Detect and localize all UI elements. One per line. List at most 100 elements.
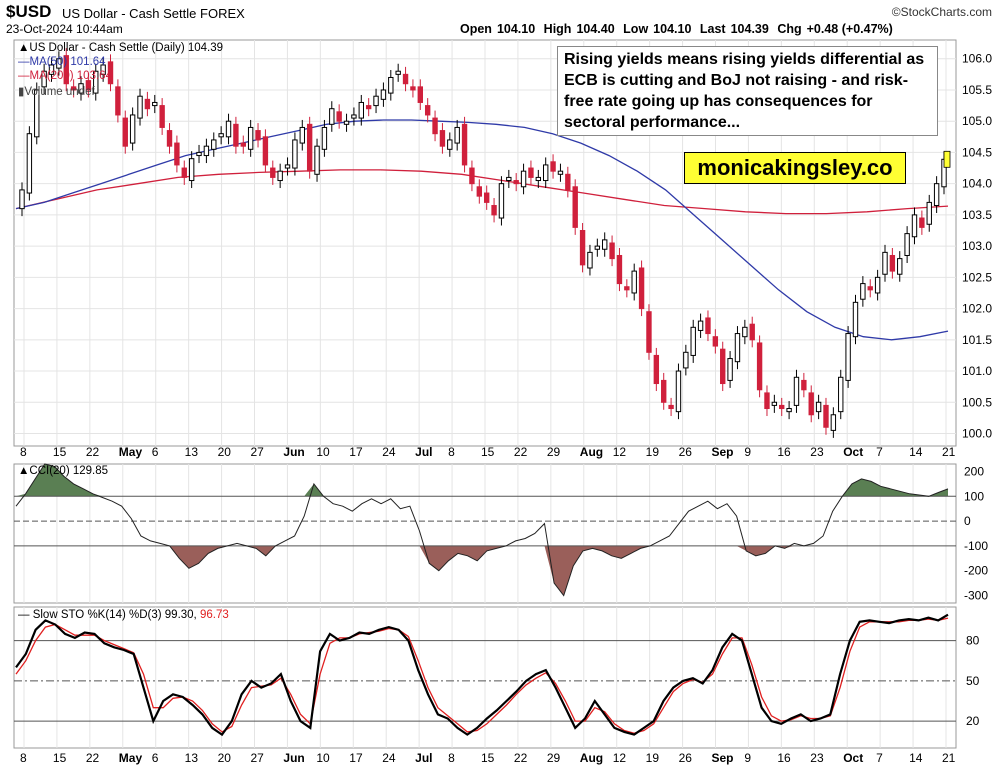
chg-value: +0.48 (+0.47%) [806,22,893,36]
candle-body [550,161,556,172]
candle-body [365,105,372,110]
x-tick-label: May [119,751,143,765]
x-tick-label: 24 [382,751,396,765]
candle-body [919,217,925,228]
candle-body [439,130,446,147]
candle-body [48,64,55,75]
ma200-line [15,169,949,215]
candle-body [587,251,593,269]
candle-body [815,401,822,413]
candle-body [779,404,785,410]
candle-body [491,205,497,216]
price-tick-label: 106.0 [962,52,992,66]
candle-body [78,83,84,94]
candle-body [904,233,910,256]
x-tick-label: 9 [744,445,751,459]
x-tick-label: 12 [613,751,627,765]
x-tick-label: 8 [448,445,455,459]
candle-body [720,348,726,385]
candle-body [756,342,763,391]
x-tick-label: 16 [777,751,791,765]
x-tick-label: 8 [20,445,27,459]
candle-body [520,170,527,188]
candle-body [705,317,711,335]
x-tick-label: 21 [942,445,956,459]
chg-label: Chg [777,22,802,36]
candle-body [402,73,409,85]
candle-body [882,251,888,275]
x-tick-label: 15 [481,751,495,765]
candle-body [579,230,586,266]
cci-tick-label: 200 [964,464,984,478]
candle-body [801,379,807,391]
symbol-name: US Dollar - Cash Settle FOREX [62,6,245,21]
x-tick-label: 20 [218,751,232,765]
candle-body [196,151,202,157]
candle-body [321,126,328,150]
x-tick-label: 29 [547,751,561,765]
candle-body [34,89,40,138]
x-tick-label: 23 [810,751,824,765]
legend-ma200-text: MA(200) 103.64 [29,70,112,82]
open-label: Open [460,22,492,36]
candle-body [93,70,99,94]
candle-body [771,401,778,406]
open-value: 104.10 [496,22,536,36]
x-tick-label: 13 [185,445,199,459]
candle-body [557,170,564,175]
price-tick-label: 102.0 [962,302,992,316]
x-tick-label: 15 [53,751,67,765]
price-tick-label: 101.5 [962,333,992,347]
x-tick-label: Jul [415,445,432,459]
x-tick-label: 12 [613,445,627,459]
candle-body [373,95,379,107]
x-tick-label: Oct [843,445,863,459]
candle-body [889,254,896,272]
candle-body [56,58,62,69]
legend-cci: ▲CCI(20) 129.85 [18,465,109,477]
x-tick-label: 27 [251,751,265,765]
sto-tick-label: 80 [966,634,980,648]
x-tick-label: 6 [152,751,159,765]
candle-body [697,320,704,331]
candle-body [543,164,549,182]
candle-body [897,258,903,275]
candle-body [424,105,431,116]
candle-body [395,70,401,75]
cci-tick-label: -100 [964,539,988,553]
price-tick-label: 100.0 [962,427,992,441]
last-price-marker [943,150,951,168]
candle-body [498,183,505,219]
candle-body [203,145,210,157]
candle-body [240,142,246,147]
candle-body [461,123,468,166]
candle-body [85,80,92,91]
candle-body [174,142,180,166]
candle-body [129,114,136,144]
candle-body [122,117,128,147]
candle-body [646,311,652,353]
candle-body [255,130,261,141]
symbol-fullname: US Dollar - Cash Settle [62,6,197,21]
price-tick-label: 104.5 [962,145,992,159]
x-tick-label: 26 [679,445,693,459]
candle-body [115,86,121,116]
candle-body [690,326,696,356]
low-label: Low [623,22,649,36]
candle-body [845,333,851,381]
candle-body [668,404,674,410]
legend-sto-text: Slow STO %K(14) %D(3) 99.30, 96.73 [32,609,229,621]
candle-body [749,323,755,341]
candle-body [823,404,829,428]
candle-body [483,192,490,203]
candle-body [152,101,158,107]
candle-body [911,214,918,238]
x-tick-label: 29 [547,445,561,459]
x-tick-label: 17 [349,445,363,459]
x-tick-label: Oct [843,751,863,765]
candle-body [653,354,660,385]
candle-body [388,76,394,94]
candle-body [70,86,77,91]
candle-body [358,101,364,119]
x-tick-label: 15 [53,445,67,459]
